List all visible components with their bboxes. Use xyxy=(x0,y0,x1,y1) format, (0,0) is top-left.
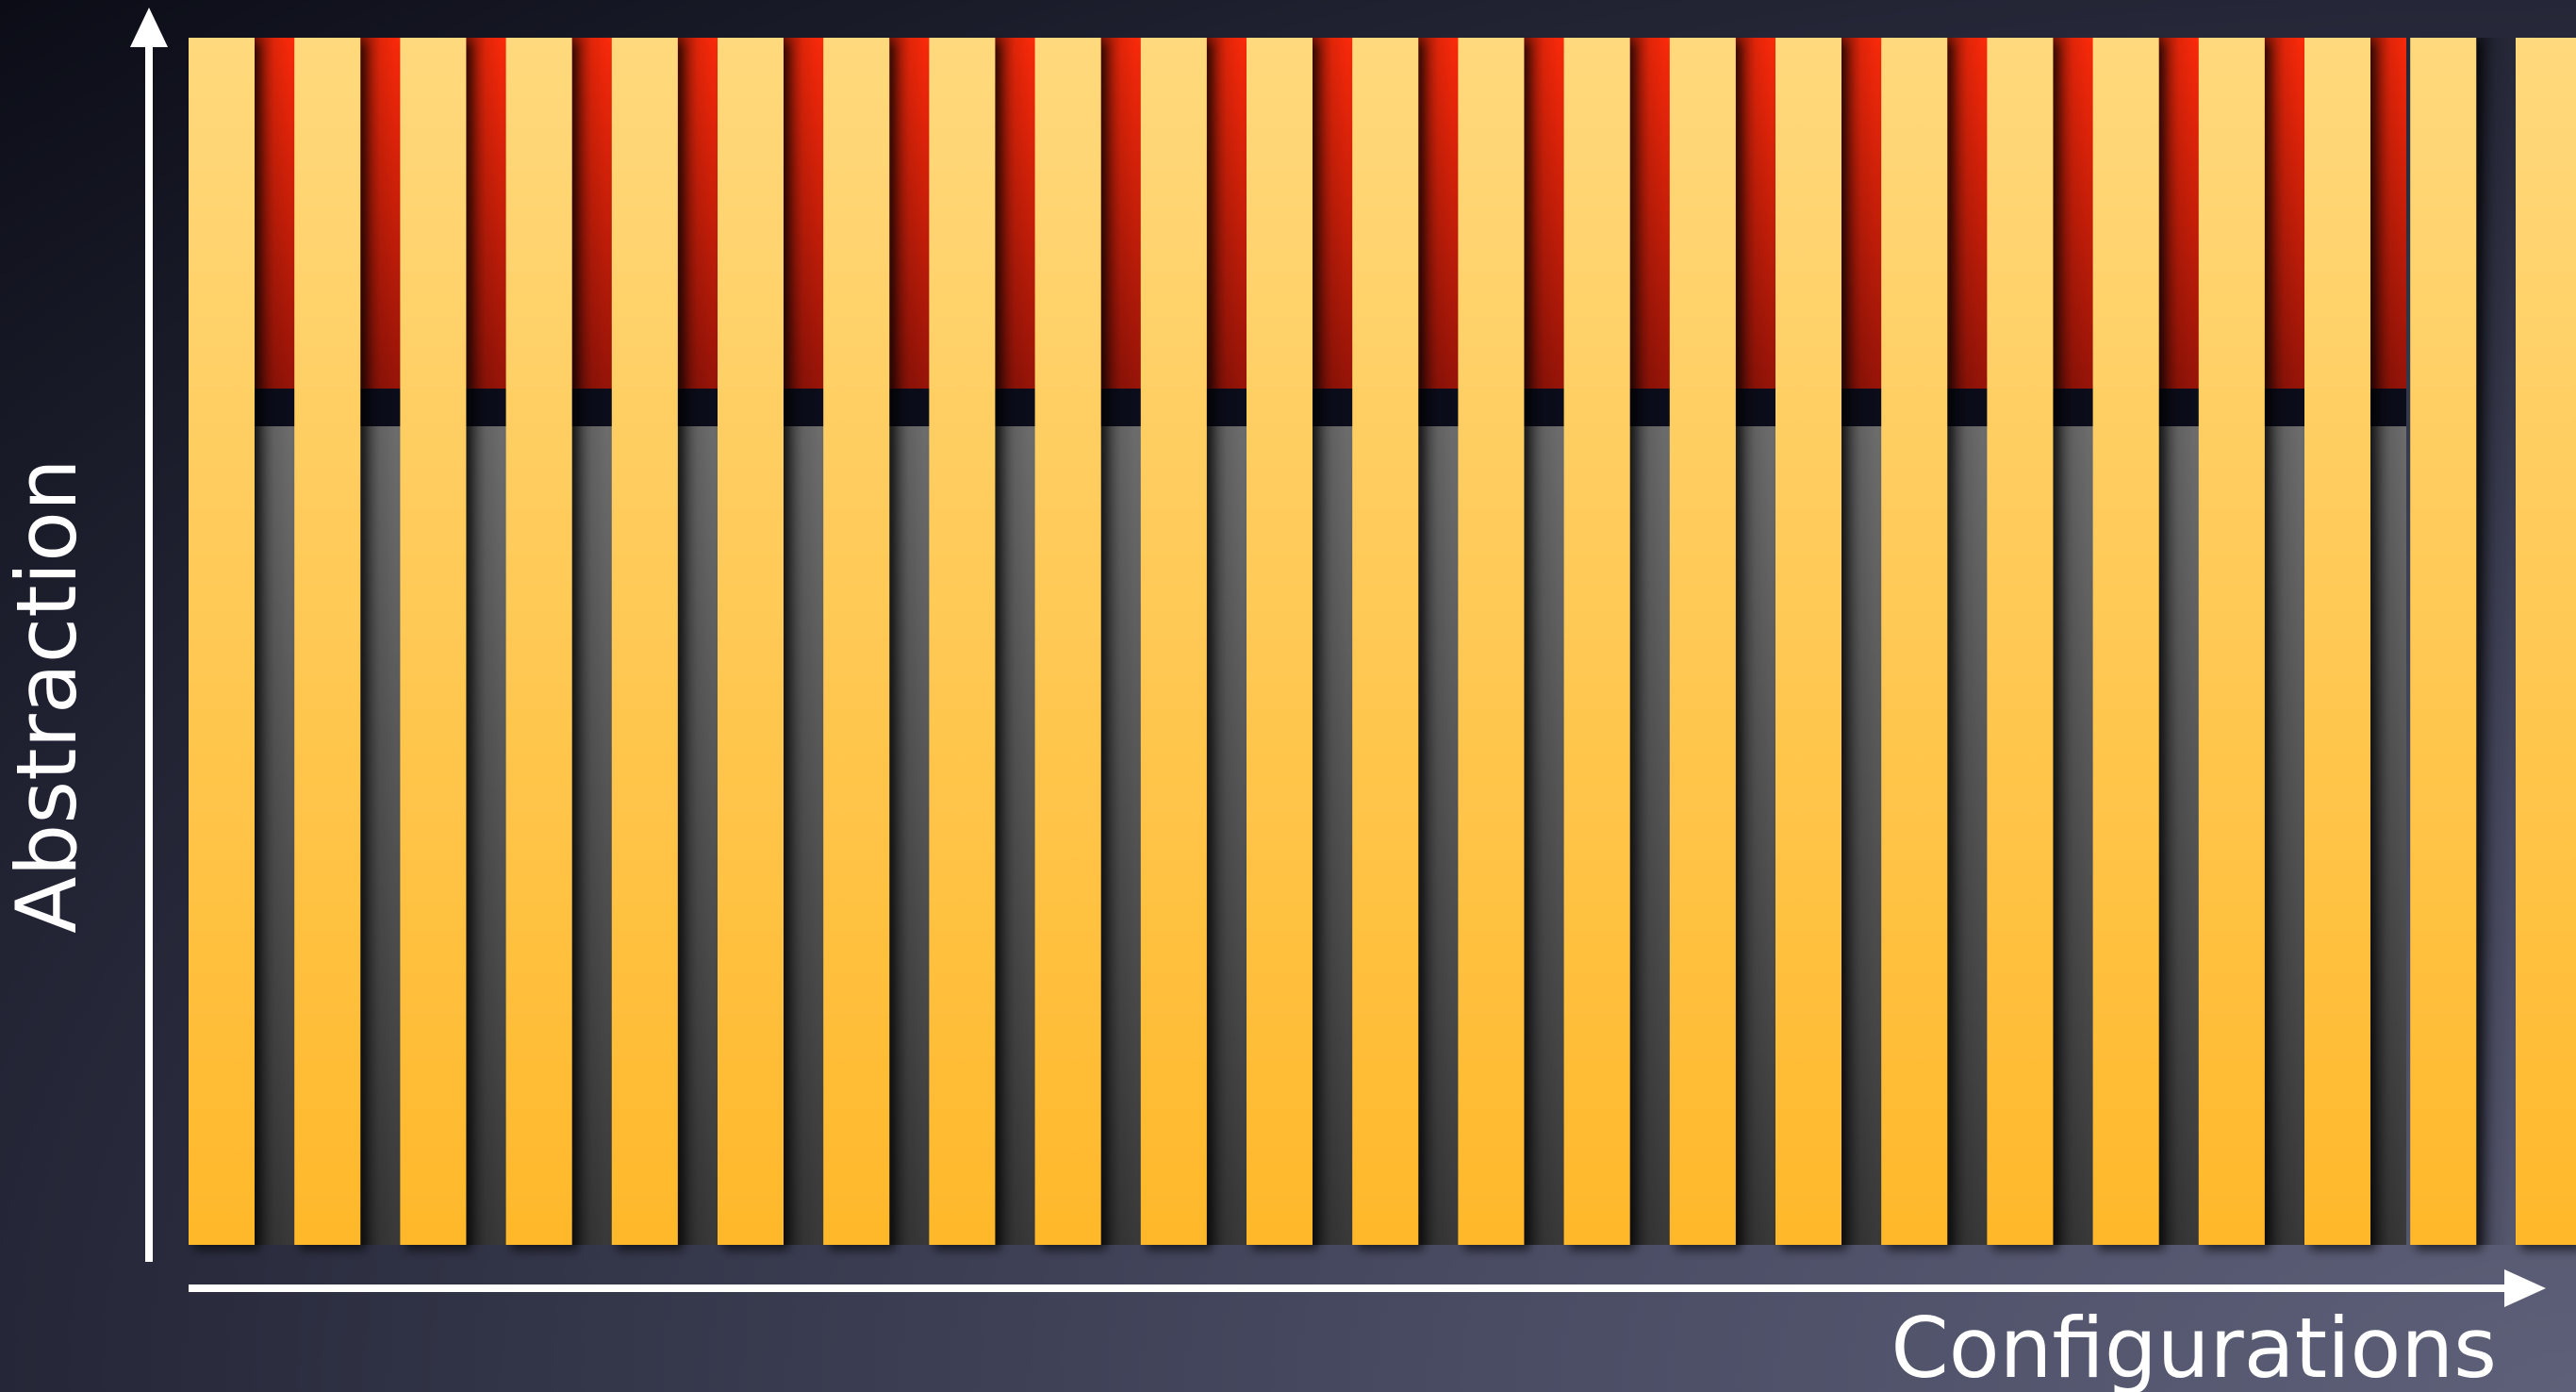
configuration-column xyxy=(1140,38,1207,1245)
configuration-columns xyxy=(189,38,2576,1245)
configuration-column xyxy=(1458,38,1525,1245)
configuration-column xyxy=(611,38,678,1245)
gap-shadow xyxy=(466,38,506,1245)
gap-shadow xyxy=(1524,38,1564,1245)
gap-shadow xyxy=(1206,38,1247,1245)
configuration-column xyxy=(1563,38,1630,1245)
configuration-column xyxy=(2092,38,2159,1245)
configuration-column xyxy=(1987,38,2054,1245)
gap-shadow xyxy=(1100,38,1141,1245)
configuration-column xyxy=(2410,38,2477,1245)
configuration-column xyxy=(294,38,361,1245)
gap-shadow xyxy=(2476,38,2517,1245)
configuration-column xyxy=(823,38,890,1245)
gap-shadow xyxy=(2053,38,2093,1245)
gap-shadow xyxy=(1947,38,1988,1245)
gap-shadow xyxy=(677,38,718,1245)
gap-shadow xyxy=(360,38,401,1245)
configuration-column xyxy=(1669,38,1736,1245)
gap-shadow xyxy=(995,38,1035,1245)
configuration-column xyxy=(1034,38,1101,1245)
gap-shadow xyxy=(255,38,295,1245)
gap-shadow xyxy=(1418,38,1459,1245)
gap-shadow xyxy=(889,38,930,1245)
x-axis-label: Configurations xyxy=(1891,1300,2497,1392)
y-axis-arrowhead xyxy=(130,8,168,47)
gap-shadow xyxy=(1313,38,1353,1245)
gap-shadow xyxy=(1841,38,1882,1245)
configuration-column xyxy=(505,38,572,1245)
configuration-column xyxy=(1352,38,1419,1245)
gap-shadow xyxy=(784,38,824,1245)
gap-shadow xyxy=(1735,38,1775,1245)
gap-shadow xyxy=(2370,38,2411,1245)
configuration-column xyxy=(400,38,467,1245)
configuration-column xyxy=(2304,38,2370,1245)
configuration-column xyxy=(1247,38,1313,1245)
gap-shadows xyxy=(255,38,2517,1245)
configuration-column xyxy=(2198,38,2265,1245)
gap-shadow xyxy=(2264,38,2304,1245)
configuration-column xyxy=(1881,38,1948,1245)
configuration-column-partial xyxy=(2516,38,2576,1245)
gap-shadow xyxy=(2158,38,2199,1245)
y-axis: Abstraction xyxy=(0,8,168,1262)
x-axis-arrowhead xyxy=(2504,1269,2546,1307)
configuration-column xyxy=(718,38,784,1245)
configuration-column xyxy=(189,38,255,1245)
x-axis: Configurations xyxy=(189,1269,2546,1392)
gap-shadow xyxy=(1629,38,1670,1245)
configuration-column xyxy=(1775,38,1841,1245)
configuration-column xyxy=(929,38,996,1245)
gap-shadow xyxy=(571,38,612,1245)
y-axis-label: Abstraction xyxy=(0,458,95,933)
